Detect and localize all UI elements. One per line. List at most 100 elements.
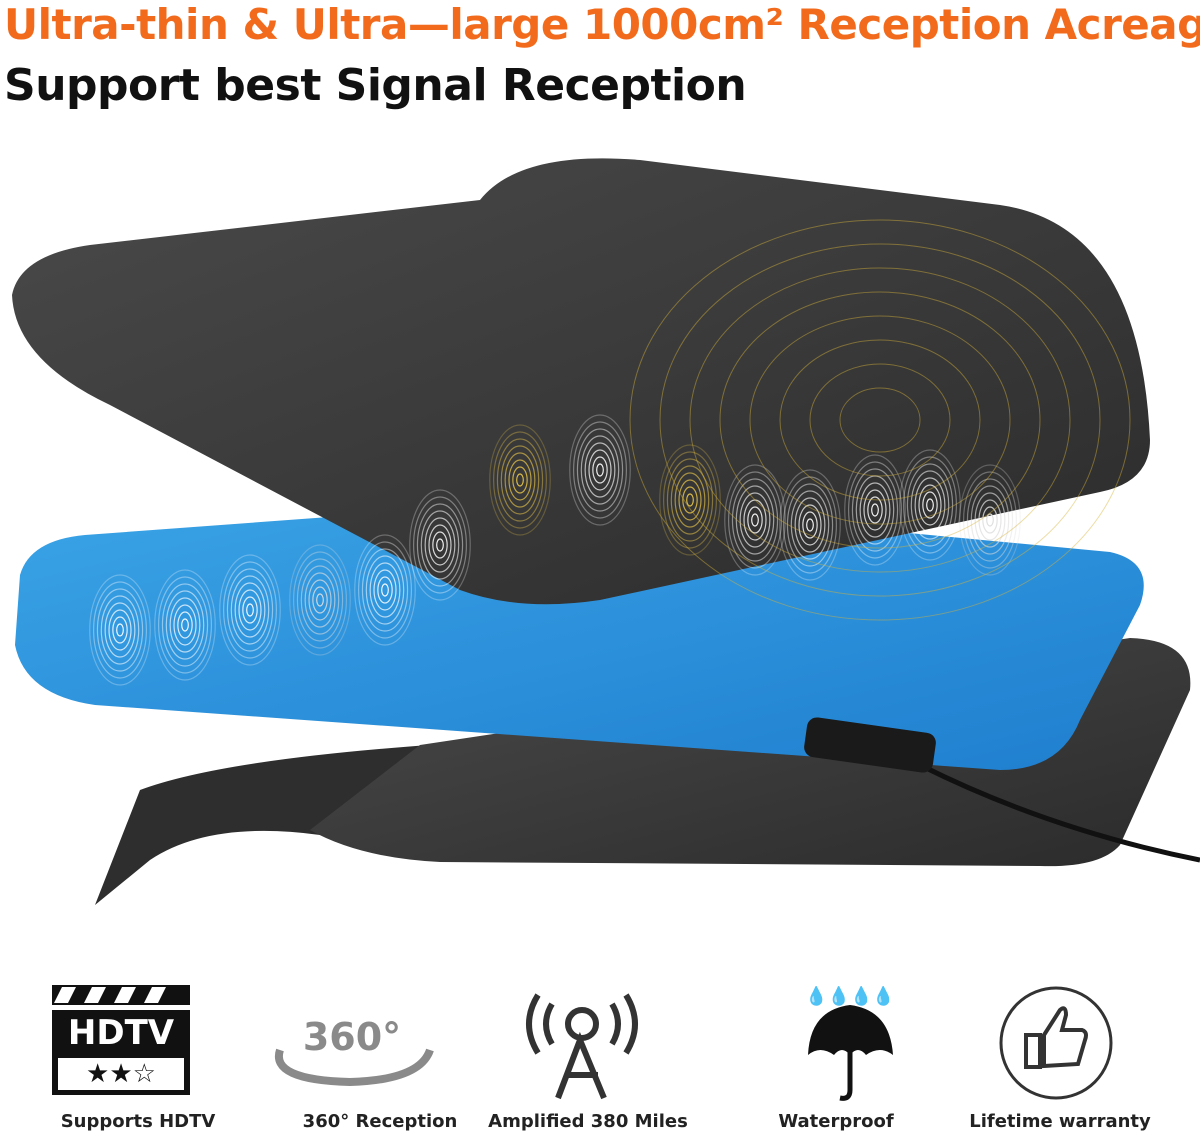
- signal-ring: [246, 603, 254, 617]
- signal-ring: [373, 569, 397, 611]
- signal-ring: [300, 565, 340, 635]
- stand: [95, 745, 430, 905]
- signal-ring: [489, 424, 551, 536]
- signal-ring: [569, 414, 631, 526]
- headline: Ultra-thin & Ultra—large 1000cm² Recepti…: [4, 0, 1200, 49]
- feature-label: Amplified 380 Miles: [488, 1111, 688, 1132]
- cable: [918, 762, 1200, 863]
- signal-ring: [493, 431, 548, 529]
- signal-ring: [719, 291, 1041, 549]
- signal-ring: [354, 534, 416, 646]
- signal-ring: [413, 496, 468, 594]
- signal-ring: [844, 454, 906, 566]
- signal-ring: [100, 595, 140, 665]
- signal-ring: [226, 568, 274, 652]
- signal-ring: [871, 503, 879, 517]
- feature-label: 360° Reception: [303, 1111, 458, 1132]
- signal-ring: [790, 490, 830, 560]
- signal-ring: [674, 472, 706, 528]
- signal-ring: [116, 623, 124, 637]
- signal-ring: [970, 485, 1010, 555]
- signal-ring: [747, 506, 763, 534]
- signal-ring: [154, 569, 216, 681]
- signal-ring: [504, 452, 536, 508]
- signal-ring: [986, 513, 994, 527]
- top-panel: [12, 158, 1150, 605]
- signal-ring: [516, 473, 524, 487]
- signal-ring: [902, 456, 957, 554]
- signal-ring: [409, 489, 471, 601]
- signal-ring: [500, 445, 540, 515]
- signal-ring: [238, 589, 262, 631]
- signal-ring: [242, 596, 258, 624]
- signal-ring: [779, 339, 981, 501]
- signal-ring: [682, 486, 698, 514]
- signal-ring: [735, 485, 775, 555]
- signal-ring: [508, 459, 532, 501]
- signal-ring: [424, 517, 456, 573]
- signal-ring: [304, 572, 336, 628]
- signal-ring: [512, 466, 528, 494]
- signal-ring: [112, 616, 128, 644]
- signal-ring: [169, 597, 201, 653]
- signal-ring: [806, 518, 814, 532]
- signal-ring: [779, 469, 841, 581]
- rotation-label: 360°: [303, 1015, 401, 1059]
- signal-ring: [906, 463, 954, 547]
- signal-ring: [436, 538, 444, 552]
- signal-ring: [802, 511, 818, 539]
- signal-ring: [798, 504, 822, 546]
- tower-icon: [526, 993, 638, 1100]
- signal-ring: [108, 609, 132, 651]
- signal-ring: [751, 513, 759, 527]
- signal-ring: [92, 581, 147, 679]
- signal-ring: [496, 438, 544, 522]
- signal-ring: [727, 471, 782, 569]
- signal-ring: [308, 579, 332, 621]
- svg-text:💧💧💧💧: 💧💧💧💧: [805, 985, 895, 1007]
- signal-ring: [910, 470, 950, 540]
- signal-ring: [863, 489, 887, 531]
- signal-ring: [731, 478, 779, 562]
- signal-ring: [96, 588, 144, 672]
- signal-ring: [978, 499, 1002, 541]
- signal-ring: [743, 499, 767, 541]
- signal-ring: [809, 363, 951, 477]
- feature-label: Lifetime warranty: [969, 1111, 1151, 1132]
- signal-ring: [629, 219, 1131, 621]
- signal-ring: [659, 243, 1101, 597]
- signal-ring: [922, 491, 938, 519]
- signal-ring: [867, 496, 883, 524]
- signal-ring: [293, 551, 348, 649]
- signal-ring: [918, 484, 942, 526]
- signal-ring: [855, 475, 895, 545]
- signal-ring: [316, 593, 324, 607]
- signal-ring: [158, 576, 213, 674]
- signal-ring: [377, 576, 393, 604]
- signal-ring: [859, 482, 891, 538]
- signal-ring: [104, 602, 136, 658]
- signal-ring: [592, 456, 608, 484]
- signal-ring: [966, 478, 1014, 562]
- signal-ring: [358, 541, 413, 639]
- signal-ring: [432, 531, 448, 559]
- signal-ring: [596, 463, 604, 477]
- signal-ring: [420, 510, 460, 580]
- signal-ring: [572, 421, 627, 519]
- signal-ring: [847, 461, 902, 559]
- signal-ring: [689, 267, 1071, 573]
- warranty-icon: [999, 986, 1113, 1100]
- feature-label: Waterproof: [778, 1111, 894, 1132]
- signal-ring: [165, 590, 205, 660]
- signal-ring: [89, 574, 151, 686]
- signal-ring: [686, 493, 694, 507]
- signal-ring: [851, 468, 899, 552]
- subheadline: Support best Signal Reception: [4, 60, 747, 111]
- signal-ring: [794, 497, 826, 553]
- signal-ring: [580, 435, 620, 505]
- signal-rings: [89, 219, 1131, 686]
- signal-ring: [219, 554, 281, 666]
- signal-ring: [312, 586, 328, 614]
